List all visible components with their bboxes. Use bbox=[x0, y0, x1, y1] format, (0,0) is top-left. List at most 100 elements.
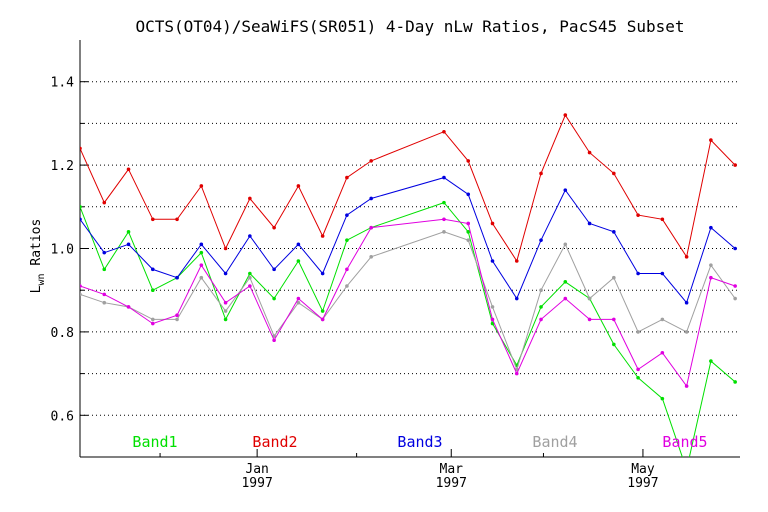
data-point bbox=[563, 113, 568, 117]
data-point bbox=[612, 171, 616, 176]
data-point bbox=[733, 296, 737, 301]
data-point bbox=[733, 163, 737, 167]
data-point bbox=[612, 230, 616, 234]
data-point bbox=[345, 238, 349, 242]
data-point bbox=[684, 384, 689, 388]
series-band5 bbox=[80, 217, 737, 388]
data-point bbox=[126, 167, 131, 172]
data-point bbox=[466, 192, 471, 197]
data-point bbox=[733, 380, 737, 384]
legend-label-band1: Band1 bbox=[132, 433, 177, 451]
data-point bbox=[684, 300, 689, 305]
data-point bbox=[150, 317, 155, 322]
data-point bbox=[102, 267, 107, 272]
data-point bbox=[369, 196, 373, 201]
legend-label-band4: Band4 bbox=[532, 433, 577, 451]
data-point bbox=[199, 242, 204, 247]
data-point bbox=[175, 317, 179, 322]
data-point bbox=[126, 230, 131, 234]
y-tick-label: 1.0 bbox=[51, 243, 74, 258]
series-band2 bbox=[80, 113, 737, 263]
data-point bbox=[612, 317, 616, 322]
y-axis-label-subscript: wn bbox=[36, 273, 47, 285]
y-tick-label: 0.8 bbox=[51, 326, 74, 341]
series-line-band4 bbox=[80, 231, 736, 371]
data-point bbox=[80, 284, 82, 288]
data-point bbox=[199, 275, 204, 280]
data-point bbox=[272, 267, 276, 272]
data-point bbox=[296, 296, 301, 301]
data-point bbox=[442, 175, 446, 180]
data-point bbox=[490, 321, 495, 326]
data-point bbox=[102, 300, 107, 305]
data-point bbox=[514, 371, 519, 376]
y-axis-label-main: L bbox=[29, 285, 44, 293]
data-point bbox=[296, 300, 301, 305]
data-point bbox=[709, 359, 713, 363]
data-point bbox=[150, 288, 155, 293]
data-point bbox=[709, 263, 713, 267]
data-point bbox=[248, 271, 252, 276]
data-point bbox=[296, 242, 301, 247]
series-line-band3 bbox=[80, 177, 736, 304]
data-point bbox=[563, 242, 568, 247]
y-tick-label: 0.6 bbox=[51, 409, 74, 424]
data-point bbox=[369, 225, 373, 230]
data-point bbox=[587, 150, 592, 155]
data-point bbox=[563, 280, 568, 284]
data-point bbox=[466, 230, 471, 234]
data-point bbox=[490, 317, 495, 322]
data-point bbox=[514, 259, 519, 263]
data-point bbox=[563, 296, 568, 301]
data-point bbox=[345, 284, 349, 288]
data-point bbox=[587, 317, 592, 322]
data-point bbox=[587, 221, 592, 226]
data-point bbox=[126, 305, 131, 309]
series-line-band5 bbox=[80, 218, 736, 388]
data-point bbox=[733, 284, 737, 288]
data-point bbox=[490, 221, 495, 226]
data-point bbox=[660, 350, 665, 355]
data-point bbox=[80, 292, 82, 297]
data-point bbox=[248, 284, 252, 288]
data-point bbox=[248, 275, 252, 280]
data-point bbox=[539, 317, 543, 322]
data-point bbox=[660, 217, 665, 222]
data-point bbox=[345, 267, 349, 272]
data-point bbox=[272, 334, 276, 338]
data-point bbox=[199, 250, 204, 255]
data-point bbox=[150, 217, 155, 222]
y-axis-label: Lwn Ratios bbox=[29, 219, 47, 294]
data-point bbox=[466, 238, 471, 242]
data-point bbox=[709, 138, 713, 142]
data-point bbox=[175, 275, 179, 280]
data-point bbox=[563, 188, 568, 192]
data-point bbox=[636, 367, 640, 372]
x-tick-label-year: 1997 bbox=[241, 476, 272, 491]
data-point bbox=[684, 330, 689, 334]
y-axis-label-rest: Ratios bbox=[29, 219, 44, 274]
data-point bbox=[660, 317, 665, 322]
data-point bbox=[636, 271, 640, 276]
data-point bbox=[709, 225, 713, 230]
series-line-band2 bbox=[80, 114, 736, 263]
data-point bbox=[199, 184, 204, 188]
data-point bbox=[223, 309, 228, 313]
data-point bbox=[150, 267, 155, 272]
data-point bbox=[684, 255, 689, 259]
data-point bbox=[223, 271, 228, 276]
data-point bbox=[466, 159, 471, 163]
data-point bbox=[223, 317, 228, 322]
data-point bbox=[636, 330, 640, 334]
data-point bbox=[490, 305, 495, 309]
data-point bbox=[442, 129, 446, 134]
data-point bbox=[612, 275, 616, 280]
data-point bbox=[442, 230, 446, 234]
x-tick-label-month: Jan bbox=[245, 462, 268, 477]
data-point bbox=[80, 217, 82, 222]
data-point bbox=[442, 217, 446, 222]
data-point bbox=[248, 234, 252, 238]
data-point bbox=[272, 338, 276, 343]
